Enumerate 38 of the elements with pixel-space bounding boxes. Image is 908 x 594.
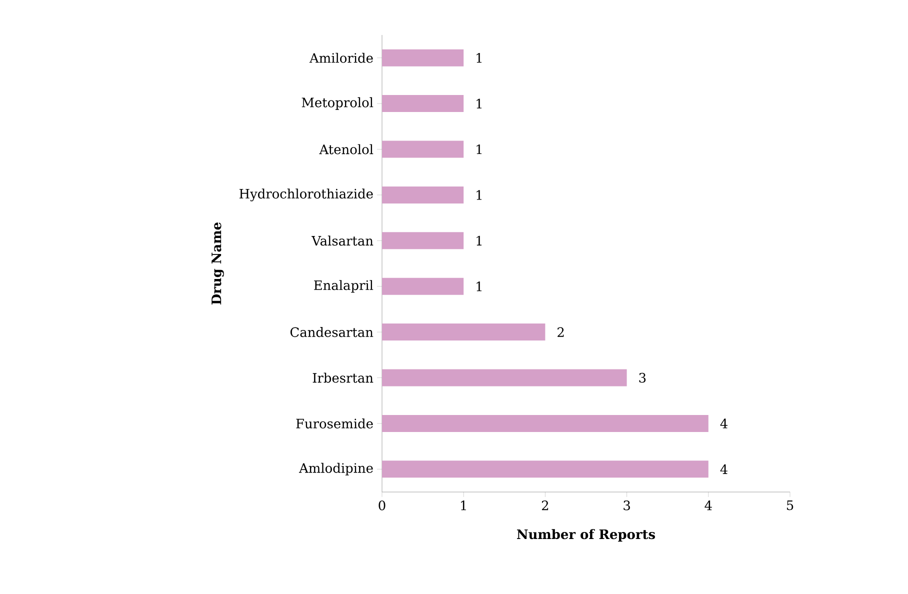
data-label: 4 — [720, 418, 728, 428]
x-tick-label: 2 — [542, 500, 548, 510]
y-tick-label: Atenolol — [319, 144, 374, 154]
data-label: 1 — [476, 98, 482, 108]
y-tick-label: Metoprolol — [302, 97, 374, 110]
x-tick-label: 0 — [378, 500, 386, 510]
x-tick-label: 1 — [461, 500, 466, 510]
y-tick-label: Irbesrtan — [312, 372, 374, 383]
y-tick-label: Amiloride — [309, 52, 373, 63]
x-axis-title: Number of Reports — [517, 529, 656, 542]
bar — [382, 49, 464, 66]
data-label: 1 — [476, 53, 482, 63]
data-label: 1 — [476, 282, 482, 292]
y-tick-label: Valsartan — [312, 236, 374, 246]
x-tick-label: 3 — [624, 500, 630, 510]
data-label: 1 — [476, 144, 482, 154]
y-tick-label: Hydrochlorothiazide — [239, 188, 373, 202]
bar — [382, 324, 546, 341]
data-label: 2 — [558, 327, 564, 337]
y-tick-label: Candesartan — [290, 327, 374, 338]
data-label: 1 — [476, 190, 482, 200]
y-axis-title: Drug Name — [212, 222, 224, 304]
bar — [382, 95, 464, 112]
y-tick-label: Furosemide — [296, 418, 373, 428]
bar — [382, 232, 464, 250]
x-tick-label: 4 — [704, 500, 712, 510]
bar — [382, 414, 708, 432]
bar — [382, 460, 708, 478]
bar — [382, 369, 627, 386]
bar — [382, 278, 464, 295]
data-label: 1 — [476, 236, 482, 246]
y-tick-label: Amlodipine — [298, 462, 373, 476]
bar — [382, 186, 464, 204]
data-label: 4 — [720, 464, 728, 474]
data-label: 3 — [639, 372, 646, 383]
x-tick-label: 5 — [786, 500, 794, 510]
bar — [382, 140, 464, 158]
y-tick-label: Enalapril — [314, 280, 374, 293]
